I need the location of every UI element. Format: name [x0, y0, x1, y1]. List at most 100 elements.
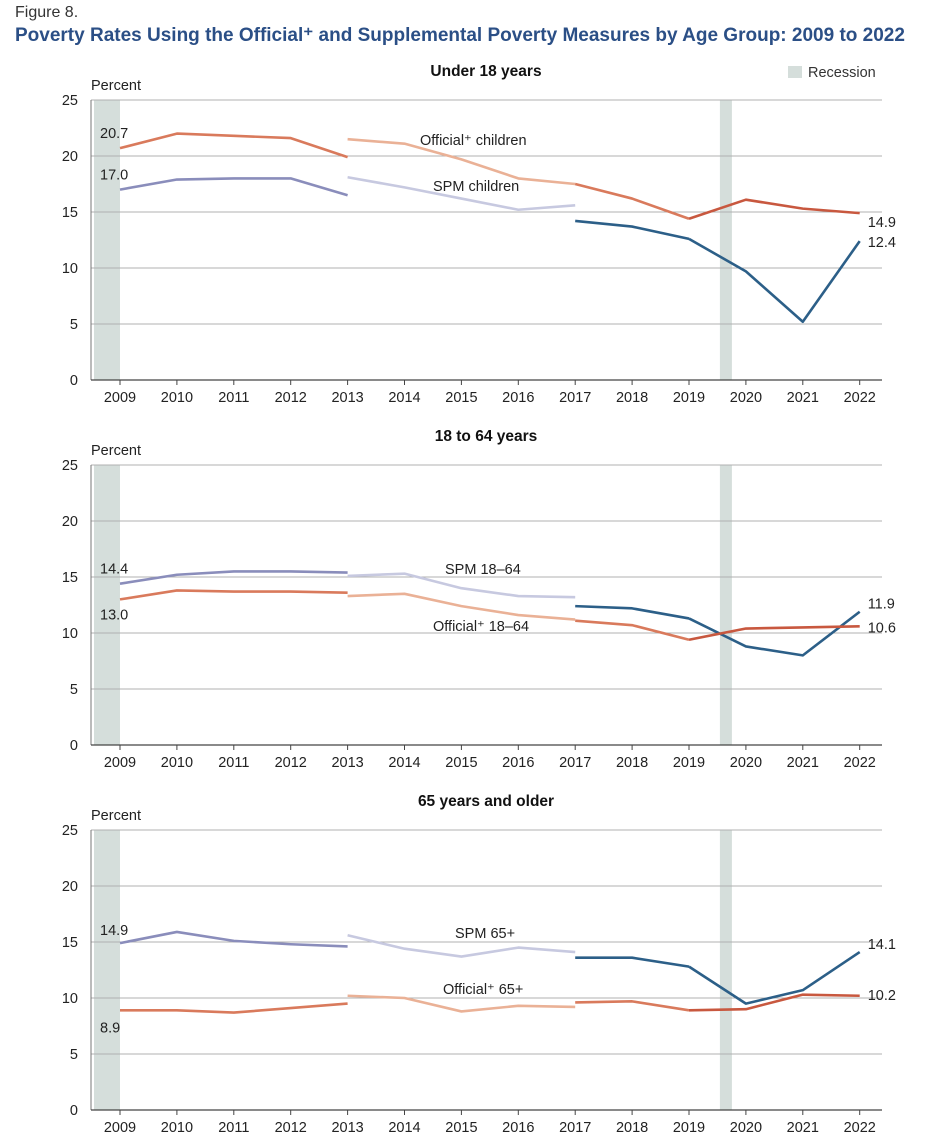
y-tick-label: 25 [62, 93, 78, 109]
x-tick-label: 2010 [161, 755, 193, 771]
series-line-spm-18-64 [575, 604, 690, 620]
data-label: 12.4 [868, 235, 896, 251]
x-tick-label: 2013 [331, 390, 363, 406]
series-label-spm-18-64: SPM 18–64 [445, 562, 521, 578]
y-tick-label: 5 [70, 682, 78, 698]
x-tick-label: 2012 [275, 1120, 307, 1136]
data-label: 17.0 [100, 168, 128, 184]
series-line-official-65 [688, 993, 860, 1012]
y-tick-label: 10 [62, 626, 78, 642]
series-line-spm-65 [688, 950, 861, 1005]
y-tick-label: 0 [70, 738, 78, 754]
panel-title: Under 18 years [430, 63, 541, 80]
y-tick-label: 15 [62, 570, 78, 586]
x-tick-label: 2014 [388, 1120, 420, 1136]
y-tick-label: 10 [62, 991, 78, 1007]
x-tick-label: 2010 [161, 390, 193, 406]
x-tick-label: 2017 [559, 755, 591, 771]
recession-band [719, 465, 732, 745]
recession-legend-swatch [788, 66, 802, 78]
x-tick-label: 2012 [275, 755, 307, 771]
data-label: 14.4 [100, 562, 128, 578]
x-tick-label: 2018 [616, 755, 648, 771]
x-tick-label: 2021 [787, 1120, 819, 1136]
series-line-official-18-64 [575, 619, 690, 641]
series-label-official-65: Official⁺ 65+ [443, 982, 523, 998]
series-label-official-18-64: Official⁺ 18–64 [433, 619, 529, 635]
x-tick-label: 2013 [331, 755, 363, 771]
data-label: 20.7 [100, 126, 128, 142]
panel-title: 65 years and older [418, 793, 554, 810]
x-tick-label: 2015 [445, 755, 477, 771]
series-line-spm-children [119, 177, 348, 197]
x-tick-label: 2018 [616, 1120, 648, 1136]
x-tick-label: 2013 [331, 1120, 363, 1136]
figure-label: Figure 8. [15, 4, 79, 21]
series-line-official-65 [575, 1000, 690, 1012]
x-tick-label: 2015 [445, 390, 477, 406]
x-tick-label: 2009 [104, 755, 136, 771]
recession-band [719, 830, 732, 1110]
data-label: 10.6 [868, 620, 896, 636]
x-tick-label: 2020 [730, 755, 762, 771]
x-tick-label: 2016 [502, 1120, 534, 1136]
y-tick-label: 0 [70, 373, 78, 389]
chart-18-to-64: 0 5 10 15 20 25 2009 2010 2011 2012 2013 2014 2015 20… [62, 428, 896, 771]
chart-under-18: 0 5 10 15 20 25 2009 2010 2011 2012 2013 2014 2015 20… [62, 63, 896, 406]
y-tick-label: 20 [62, 514, 78, 530]
recession-legend-label: Recession [808, 65, 876, 81]
x-tick-label: 2021 [787, 755, 819, 771]
series-line-official-18-64 [688, 624, 860, 641]
panel-title: 18 to 64 years [435, 428, 538, 445]
series-line-spm-65 [575, 956, 690, 968]
y-axis-unit-label: Percent [91, 78, 141, 94]
y-axis-unit-label: Percent [91, 443, 141, 459]
x-tick-label: 2010 [161, 1120, 193, 1136]
y-tick-label: 20 [62, 149, 78, 165]
y-tick-label: 25 [62, 458, 78, 474]
x-tick-label: 2011 [218, 1120, 249, 1136]
x-tick-label: 2014 [388, 390, 420, 406]
figure-title: Poverty Rates Using the Official⁺ and Su… [15, 25, 905, 46]
series-line-official-65 [120, 1002, 348, 1014]
x-tick-label: 2009 [104, 390, 136, 406]
series-line-spm-children [688, 237, 861, 324]
x-tick-label: 2018 [616, 390, 648, 406]
series-label-official-children: Official⁺ children [420, 133, 527, 149]
x-tick-label: 2020 [730, 1120, 762, 1136]
data-label: 14.9 [100, 923, 128, 939]
series-line-spm-18-64 [688, 610, 861, 657]
series-line-spm-18-64 [119, 570, 348, 586]
x-tick-label: 2019 [673, 1120, 705, 1136]
y-tick-label: 25 [62, 823, 78, 839]
x-tick-label: 2011 [218, 755, 249, 771]
x-tick-label: 2011 [218, 390, 249, 406]
recession-band [719, 100, 732, 380]
series-line-official-18-64 [347, 592, 576, 621]
data-label: 11.9 [868, 597, 895, 613]
series-line-official-65 [347, 994, 576, 1013]
y-tick-label: 15 [62, 935, 78, 951]
x-tick-label: 2016 [502, 390, 534, 406]
series-line-spm-65 [347, 934, 576, 958]
x-tick-label: 2016 [502, 755, 534, 771]
series-line-spm-children [347, 175, 576, 212]
series-line-spm-children [575, 219, 690, 241]
x-tick-label: 2009 [104, 1120, 136, 1136]
series-line-official-18-64 [119, 589, 348, 601]
y-tick-label: 10 [62, 261, 78, 277]
series-line-official-children [688, 198, 860, 220]
y-tick-label: 15 [62, 205, 78, 221]
x-tick-label: 2022 [844, 1120, 876, 1136]
x-tick-label: 2019 [673, 390, 705, 406]
series-label-spm-children: SPM children [433, 179, 519, 195]
x-tick-label: 2022 [844, 755, 876, 771]
x-tick-label: 2017 [559, 390, 591, 406]
data-label: 8.9 [100, 1020, 120, 1036]
y-tick-label: 5 [70, 1047, 78, 1063]
data-label: 10.2 [868, 988, 896, 1004]
x-tick-label: 2019 [673, 755, 705, 771]
series-line-spm-65 [119, 930, 348, 948]
x-tick-label: 2020 [730, 390, 762, 406]
series-line-official-children [347, 137, 576, 186]
